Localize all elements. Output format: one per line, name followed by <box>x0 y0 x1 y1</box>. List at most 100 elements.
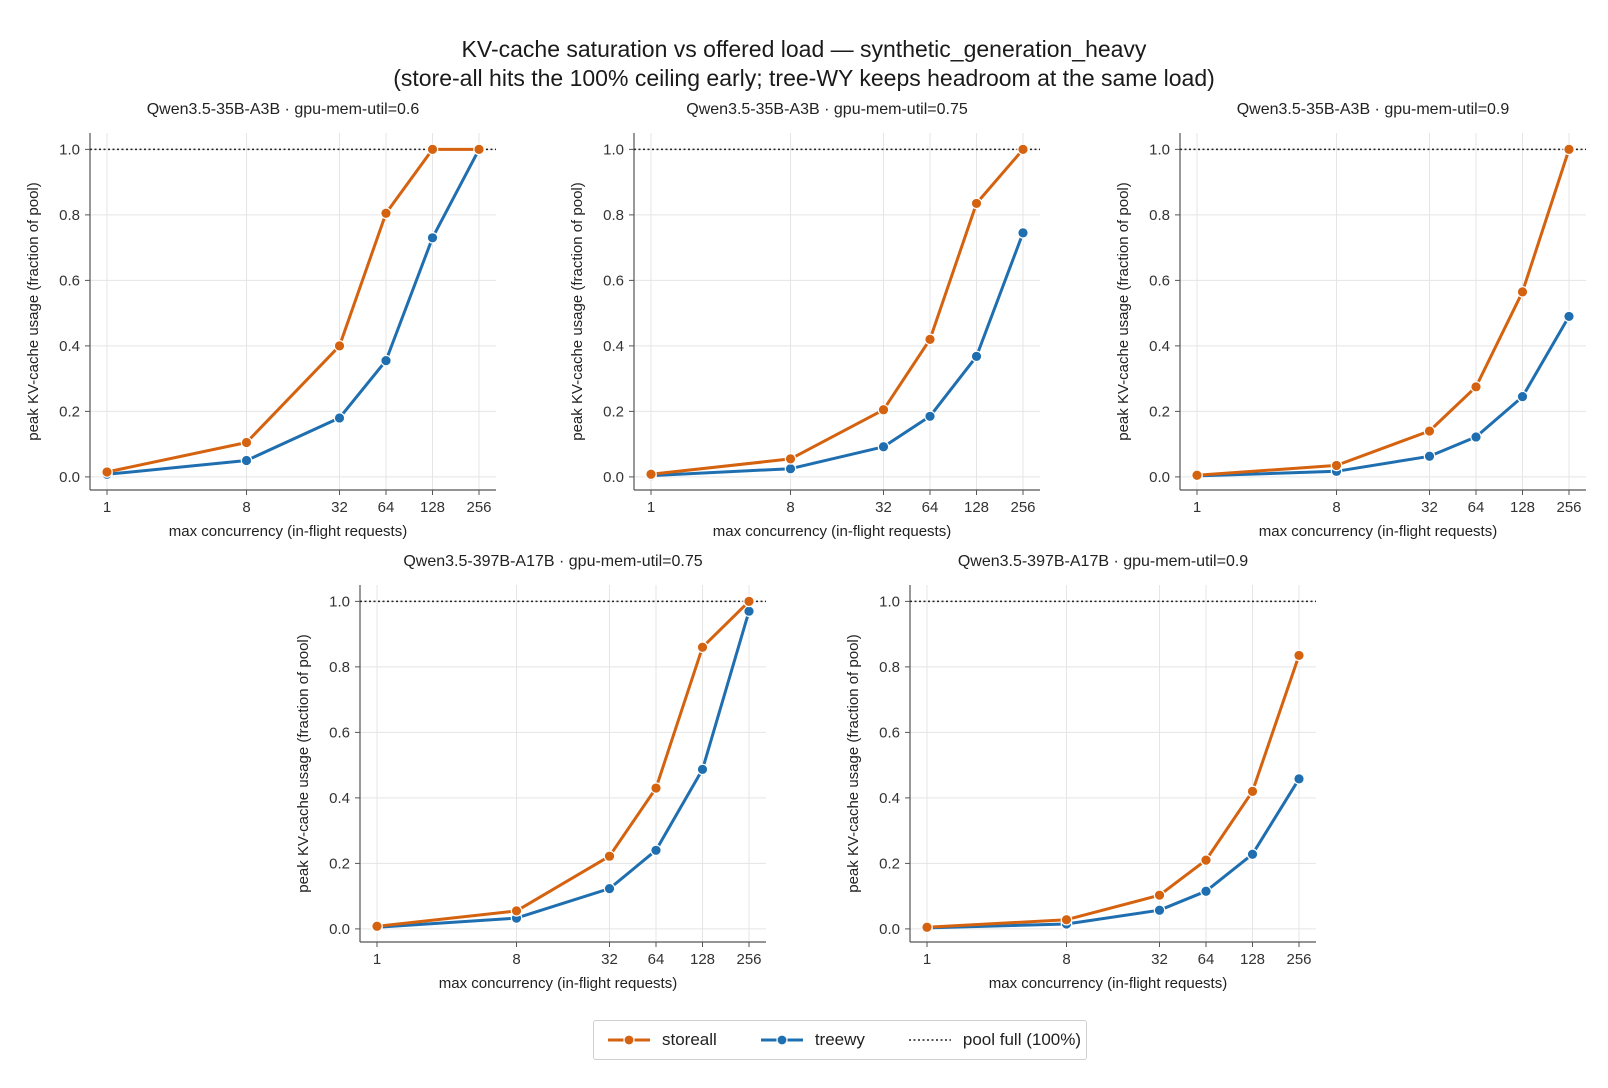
data-point-storeall <box>371 920 383 933</box>
x-tick-label: 32 <box>331 499 348 516</box>
data-point-storeall <box>380 207 392 220</box>
data-point-storeall <box>1246 785 1259 798</box>
y-tick-label: 1.0 <box>1149 141 1170 158</box>
data-point-storeall <box>426 143 439 156</box>
x-tick-label: 32 <box>601 951 618 968</box>
data-point-storeall <box>603 850 616 862</box>
data-point-treewy <box>743 605 755 618</box>
data-point-treewy <box>1293 773 1305 785</box>
x-tick-label: 256 <box>1286 951 1311 968</box>
y-tick-label: 0.8 <box>329 659 350 676</box>
figure-subtitle: (store-all hits the 100% ceiling early; … <box>393 65 1215 91</box>
x-tick-label: 32 <box>875 499 892 516</box>
x-tick-label: 32 <box>1421 499 1438 516</box>
series-line-treewy <box>649 231 1025 478</box>
data-point-treewy <box>380 354 392 367</box>
data-point-storeall <box>696 641 709 654</box>
x-tick-label: 128 <box>420 499 445 516</box>
data-point-storeall <box>333 340 346 352</box>
data-point-treewy <box>784 462 797 475</box>
x-axis-label: max concurrency (in-flight requests) <box>439 975 677 992</box>
subplot-title: Qwen3.5-35B-A3B · gpu-mem-util=0.6 <box>147 101 420 118</box>
data-point-treewy <box>603 882 616 895</box>
subplot-2: 0.0 0.2 0.4 0.6 0.8 1.0 1 8 32 64 128 256 Qwen3.5-35… <box>569 101 1040 540</box>
y-tick-label: 0.6 <box>59 272 80 289</box>
y-tick-label: 0.2 <box>1149 403 1170 420</box>
legend-swatch-pool-full <box>908 1039 951 1041</box>
x-tick-label: 1 <box>103 499 111 516</box>
x-axis-label: max concurrency (in-flight requests) <box>1259 523 1497 540</box>
x-tick-label: 256 <box>736 951 761 968</box>
x-tick-label: 256 <box>1010 499 1035 516</box>
series-line-storeall <box>375 599 751 928</box>
y-tick-label: 0.0 <box>59 469 80 486</box>
data-point-storeall <box>240 436 253 449</box>
legend: storeall treewy pool full (100%) <box>593 1020 1087 1060</box>
y-tick-label: 0.6 <box>603 272 624 289</box>
data-point-treewy <box>1563 310 1575 323</box>
subplot-title: Qwen3.5-397B-A17B · gpu-mem-util=0.9 <box>958 553 1248 570</box>
series-line-treewy <box>1195 314 1571 478</box>
data-point-storeall <box>1200 854 1212 866</box>
y-tick-label: 1.0 <box>59 141 80 158</box>
subplot-title: Qwen3.5-35B-A3B · gpu-mem-util=0.9 <box>1237 101 1510 118</box>
legend-label-storeall: storeall <box>662 1030 717 1049</box>
data-point-treewy <box>1470 431 1482 443</box>
y-tick-label: 0.4 <box>329 790 350 807</box>
data-point-storeall <box>970 197 983 210</box>
y-axis-label: peak KV-cache usage (fraction of pool) <box>295 634 312 893</box>
series-line-storeall <box>925 653 1301 929</box>
x-tick-label: 128 <box>1240 951 1265 968</box>
data-point-storeall <box>473 143 485 156</box>
data-point-treewy <box>333 412 346 424</box>
x-tick-label: 8 <box>512 951 520 968</box>
y-axis-label: peak KV-cache usage (fraction of pool) <box>1115 182 1132 441</box>
data-point-storeall <box>921 921 933 934</box>
data-point-storeall <box>510 905 523 917</box>
y-tick-label: 0.4 <box>603 338 624 355</box>
x-tick-label: 64 <box>1468 499 1485 516</box>
legend-label-pool-full: pool full (100%) <box>962 1030 1082 1049</box>
subplot-3: 0.0 0.2 0.4 0.6 0.8 1.0 1 8 32 64 128 256 Qwen3.5-35… <box>1115 101 1586 540</box>
legend-item-treewy: treewy <box>760 1030 865 1050</box>
subplot-title: Qwen3.5-35B-A3B · gpu-mem-util=0.75 <box>686 101 968 118</box>
x-tick-label: 8 <box>786 499 794 516</box>
y-tick-label: 1.0 <box>329 593 350 610</box>
y-tick-label: 0.4 <box>879 790 900 807</box>
subplot-4: 0.0 0.2 0.4 0.6 0.8 1.0 1 8 32 64 128 256 Qwen3.5-39… <box>295 553 766 992</box>
y-axis-label: peak KV-cache usage (fraction of pool) <box>845 634 862 893</box>
data-point-treewy <box>1516 390 1529 403</box>
data-point-treewy <box>1246 848 1259 861</box>
x-tick-label: 8 <box>242 499 250 516</box>
legend-label-treewy: treewy <box>814 1030 865 1049</box>
x-tick-label: 256 <box>1556 499 1581 516</box>
series-line-storeall <box>1195 147 1571 477</box>
y-tick-label: 1.0 <box>879 593 900 610</box>
data-point-storeall <box>645 468 657 481</box>
y-axis-label: peak KV-cache usage (fraction of pool) <box>25 182 42 441</box>
legend-item-pool-full: pool full (100%) <box>908 1030 1082 1050</box>
subplot-title: Qwen3.5-397B-A17B · gpu-mem-util=0.75 <box>403 553 702 570</box>
data-point-storeall <box>1423 425 1436 437</box>
data-point-treewy <box>1153 904 1166 917</box>
data-point-storeall <box>924 333 936 346</box>
y-tick-label: 0.0 <box>329 921 350 938</box>
subplot-1: 0.0 0.2 0.4 0.6 0.8 1.0 1 8 32 64 128 256 Qwen3.5-35… <box>25 101 496 540</box>
legend-swatch-treewy <box>760 1034 803 1046</box>
data-point-storeall <box>650 782 662 794</box>
data-point-treewy <box>1423 450 1436 463</box>
y-tick-label: 0.0 <box>603 469 624 486</box>
y-tick-label: 0.6 <box>1149 272 1170 289</box>
y-tick-label: 0.0 <box>879 921 900 938</box>
series-line-treewy <box>375 609 751 929</box>
x-tick-label: 1 <box>373 951 381 968</box>
y-tick-label: 0.6 <box>879 724 900 741</box>
data-point-storeall <box>1153 889 1166 901</box>
x-tick-label: 8 <box>1332 499 1340 516</box>
y-tick-label: 0.6 <box>329 724 350 741</box>
data-point-storeall <box>1191 469 1203 482</box>
data-point-treewy <box>426 232 439 244</box>
data-point-treewy <box>924 410 936 423</box>
series-line-storeall <box>649 147 1025 476</box>
y-tick-label: 0.8 <box>1149 207 1170 224</box>
